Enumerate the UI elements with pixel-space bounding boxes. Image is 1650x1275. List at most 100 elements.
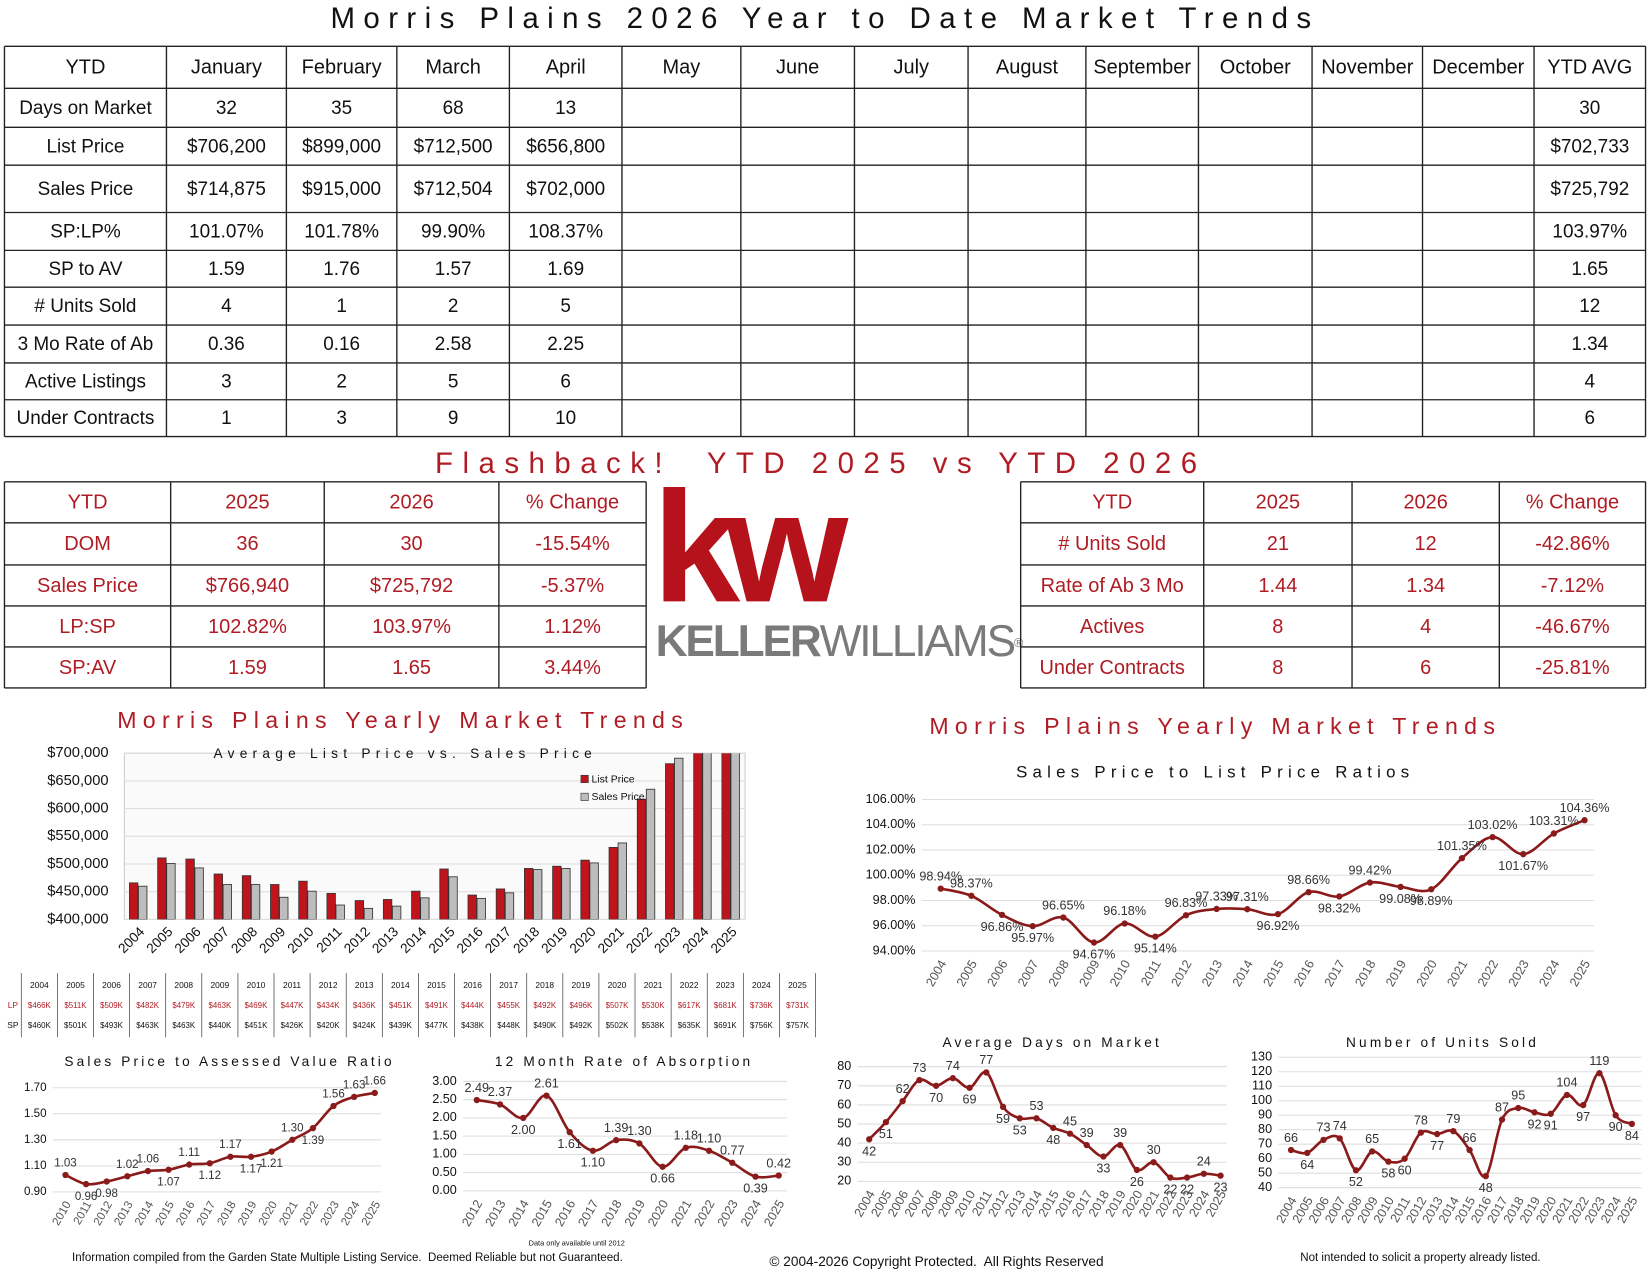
data-label: 1.66 xyxy=(363,1075,386,1087)
y-tick-label: 106.00% xyxy=(866,792,916,806)
table-cell: May xyxy=(663,57,701,79)
chart-title: Sales Price to Assessed Value Ratio xyxy=(64,1054,394,1069)
point xyxy=(144,1167,152,1175)
table-cell: 1.65 xyxy=(1571,259,1608,280)
bar xyxy=(363,907,374,920)
point xyxy=(1515,1104,1522,1112)
data-label: 23 xyxy=(1214,1181,1228,1195)
table-cell: December xyxy=(1432,57,1524,79)
bar xyxy=(665,763,675,920)
data-label: 48 xyxy=(1046,1133,1060,1147)
table-year: 2024 xyxy=(752,980,771,990)
table-value: $439K xyxy=(389,1021,413,1030)
table-cell: 9 xyxy=(448,408,459,429)
table-cell: 5 xyxy=(560,296,571,317)
point xyxy=(1385,1158,1392,1165)
table-cell: February xyxy=(302,57,382,79)
y-tick-label: 98.00% xyxy=(873,893,916,907)
bar xyxy=(552,865,562,920)
table-value: $463K xyxy=(172,1021,196,1030)
data-label: 65 xyxy=(1365,1132,1379,1146)
table-cell: 4 xyxy=(1585,371,1596,392)
point xyxy=(1121,920,1128,927)
point xyxy=(1200,1170,1207,1177)
table-value: $451K xyxy=(245,1021,269,1030)
bar xyxy=(129,882,139,920)
point xyxy=(1612,1112,1619,1119)
table-cell: Sales Price xyxy=(37,575,138,597)
bar xyxy=(411,890,421,920)
table-value: $509K xyxy=(100,1001,124,1010)
table-cell: Under Contracts xyxy=(17,408,155,429)
y-tick-label: 60 xyxy=(837,1097,851,1111)
bar xyxy=(730,753,740,920)
bar xyxy=(194,867,204,920)
point xyxy=(1366,879,1374,886)
bar xyxy=(674,757,684,920)
bar xyxy=(307,890,317,920)
data-label: 1.17 xyxy=(219,1139,242,1151)
table-value: $492K xyxy=(569,1021,593,1030)
y-tick-label: $400,000 xyxy=(47,911,108,927)
y-tick-label: 96.00% xyxy=(873,918,916,932)
point xyxy=(1287,1146,1295,1154)
data-label: 96.18% xyxy=(1103,904,1146,918)
table-cell: 1.34 xyxy=(1406,575,1445,597)
data-label: 96.65% xyxy=(1042,898,1085,912)
y-tick-label: 70 xyxy=(837,1078,851,1092)
table-value: $502K xyxy=(606,1021,630,1030)
point xyxy=(775,1172,782,1179)
y-tick-label: $650,000 xyxy=(47,773,108,789)
table-value: $463K xyxy=(136,1021,160,1030)
data-label: 1.56 xyxy=(322,1088,345,1100)
table-cell: 1.65 xyxy=(392,657,431,679)
data-label: 66 xyxy=(1463,1131,1477,1145)
table-value: $451K xyxy=(389,1001,413,1010)
point xyxy=(1016,1115,1023,1122)
table-value: $455K xyxy=(497,1001,521,1010)
bar xyxy=(222,884,233,920)
point xyxy=(636,1140,643,1147)
point xyxy=(103,1178,110,1185)
data-label: 1.21 xyxy=(260,1158,283,1170)
table-cell: 1.34 xyxy=(1571,334,1608,355)
y-tick-label: $700,000 xyxy=(47,745,108,761)
bar xyxy=(533,869,543,920)
point xyxy=(1401,1155,1408,1162)
data-label: 39 xyxy=(1113,1126,1127,1140)
table-cell: $725,792 xyxy=(1550,179,1629,200)
point xyxy=(566,1128,573,1136)
bar xyxy=(608,846,618,920)
table-value: $492K xyxy=(533,1001,557,1010)
table-cell: $712,500 xyxy=(414,136,493,157)
table-year: 2006 xyxy=(102,980,121,990)
point xyxy=(1167,1174,1174,1181)
data-label: 74 xyxy=(946,1059,960,1073)
point xyxy=(473,1096,480,1104)
y-tick-label: 20 xyxy=(837,1174,851,1188)
legend-label: List Price xyxy=(591,773,634,785)
table-cell: $899,000 xyxy=(302,136,381,157)
table-year: 2016 xyxy=(463,980,482,990)
table-cell: 108.37% xyxy=(528,221,603,242)
table-cell: 103.97% xyxy=(1552,221,1627,242)
y-tick-label: 3.00 xyxy=(432,1074,457,1088)
bar xyxy=(476,897,486,920)
table-year: 2004 xyxy=(30,980,49,990)
data-label: 1.17 xyxy=(240,1163,263,1175)
table-cell: 2.25 xyxy=(547,334,584,355)
table-year: 2015 xyxy=(427,980,446,990)
table-cell: 36 xyxy=(236,533,258,555)
table-cell: 10 xyxy=(555,408,576,429)
y-tick-label: 100 xyxy=(1251,1093,1272,1107)
table-cell: DOM xyxy=(64,533,111,555)
footer-left: Information compiled from the Garden Sta… xyxy=(72,1252,623,1264)
data-label: 1.10 xyxy=(581,1156,606,1170)
table-year: 2021 xyxy=(644,980,663,990)
table-cell: 3 xyxy=(336,408,347,429)
point xyxy=(589,1147,597,1154)
point xyxy=(1417,1129,1425,1136)
table-cell: -15.54% xyxy=(535,533,610,555)
table-cell: 2025 xyxy=(225,492,269,514)
y-tick-label: 50 xyxy=(837,1116,851,1130)
